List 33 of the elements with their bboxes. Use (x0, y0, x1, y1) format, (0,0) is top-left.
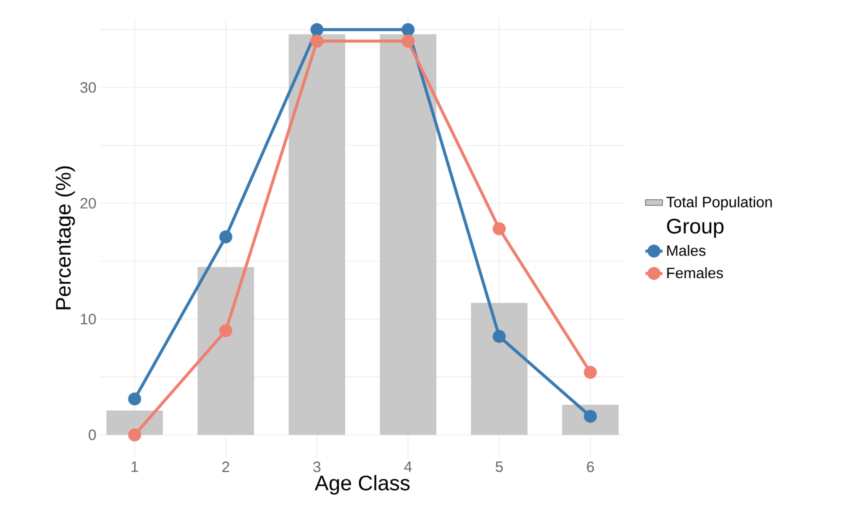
y-axis-title: Percentage (%) (55, 166, 75, 310)
y-tick-label: 10 (80, 314, 96, 324)
bar (562, 404, 619, 435)
y-tick-label: 0 (88, 430, 96, 440)
bar (380, 34, 436, 435)
point (584, 366, 597, 379)
y-tick-label: 20 (80, 198, 96, 209)
y-tick-label: 30 (80, 82, 96, 93)
x-tick-label: 3 (313, 462, 320, 472)
point (402, 34, 415, 48)
legend-label: Males (667, 244, 706, 256)
point (584, 410, 597, 423)
point (402, 23, 415, 36)
point (492, 222, 506, 236)
point (128, 392, 142, 406)
x-tick-label: 1 (132, 462, 138, 472)
bar (198, 266, 254, 435)
bar (470, 302, 528, 435)
x-tick-label: 2 (222, 462, 230, 472)
point (219, 324, 232, 338)
x-tick-label: 5 (496, 462, 503, 472)
point (310, 34, 324, 48)
x-tick-label: 4 (404, 462, 412, 472)
legend-label: Females (667, 267, 723, 278)
point (310, 23, 324, 36)
point (492, 330, 506, 343)
legend-title: Group (667, 218, 724, 238)
point (128, 428, 142, 442)
x-tick-label: 6 (586, 462, 594, 472)
legend-label: Total Population (666, 196, 772, 210)
bar (288, 34, 346, 435)
x-axis-title: Age Class (314, 475, 410, 495)
point (219, 230, 232, 244)
